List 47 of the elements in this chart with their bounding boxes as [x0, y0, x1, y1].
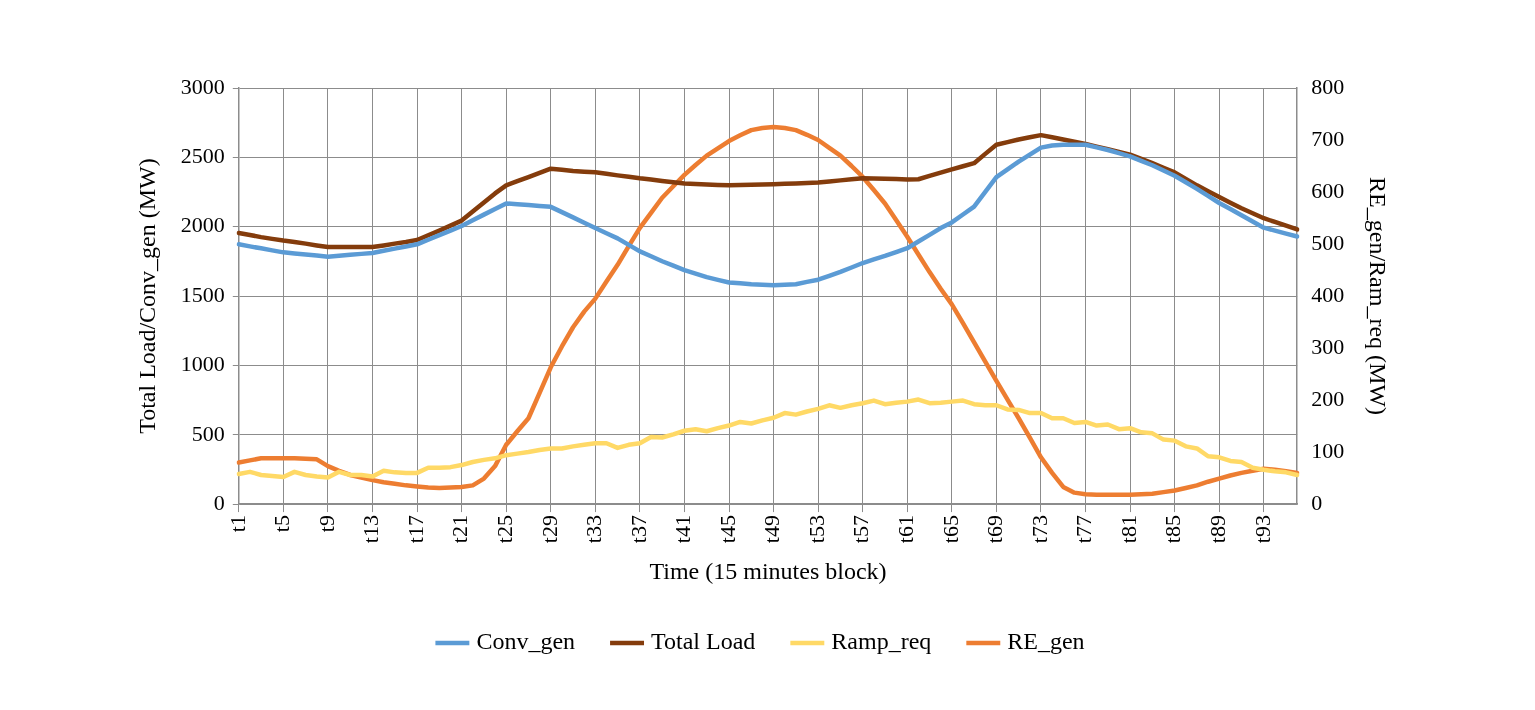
x-tick-label: t85 [1160, 515, 1186, 544]
legend-label: Ramp_req [831, 628, 932, 655]
x-tick-label: t61 [893, 515, 919, 544]
x-tick-label: t5 [269, 515, 295, 533]
y2-axis-title: RE_gen/Ram_req (MW) [1365, 177, 1392, 416]
y2-tick-label: 700 [1311, 125, 1345, 151]
x-tick-label: t77 [1071, 515, 1097, 544]
x-tick-label: t89 [1204, 515, 1230, 544]
x-axis-title: Time (15 minutes block) [649, 557, 887, 584]
y-tick-label: 1000 [180, 351, 225, 377]
y-tick-label: 2500 [180, 143, 225, 169]
y-tick-label: 2000 [180, 212, 225, 238]
x-tick-label: t33 [581, 515, 607, 544]
x-tick-label: t45 [714, 515, 740, 544]
y2-tick-label: 500 [1311, 229, 1345, 255]
x-tick-label: t21 [447, 515, 473, 544]
y2-tick-label: 800 [1311, 73, 1345, 99]
x-tick-label: t49 [759, 515, 785, 544]
y-tick-label: 0 [213, 489, 225, 515]
x-tick-label: t73 [1026, 515, 1052, 544]
y2-tick-label: 0 [1311, 489, 1323, 515]
y-axis-title: Total Load/Conv_gen (MW) [133, 158, 160, 434]
legend-label: Conv_gen [476, 628, 576, 655]
y2-tick-label: 100 [1311, 437, 1345, 463]
y2-tick-label: 600 [1311, 177, 1345, 203]
y2-tick-label: 300 [1311, 333, 1345, 359]
x-tick-label: t57 [848, 515, 874, 544]
y-tick-label: 500 [191, 420, 225, 446]
x-tick-label: t9 [313, 515, 339, 533]
y2-tick-label: 200 [1311, 385, 1345, 411]
x-tick-label: t17 [402, 515, 428, 544]
x-tick-label: t65 [937, 515, 963, 544]
y-tick-label: 1500 [180, 281, 225, 307]
legend-label: Total Load [651, 628, 756, 655]
y2-tick-label: 400 [1311, 281, 1345, 307]
y-tick-label: 3000 [180, 73, 225, 99]
x-tick-label: t1 [224, 515, 250, 533]
x-tick-label: t81 [1115, 515, 1141, 544]
legend-label: RE_gen [1007, 628, 1085, 655]
x-tick-label: t25 [491, 515, 517, 544]
x-tick-label: t53 [803, 515, 829, 544]
x-tick-label: t37 [625, 515, 651, 544]
x-tick-label: t13 [358, 515, 384, 544]
x-tick-label: t41 [670, 515, 696, 544]
x-tick-label: t69 [982, 515, 1008, 544]
x-tick-label: t29 [536, 515, 562, 544]
x-tick-label: t93 [1249, 515, 1275, 544]
